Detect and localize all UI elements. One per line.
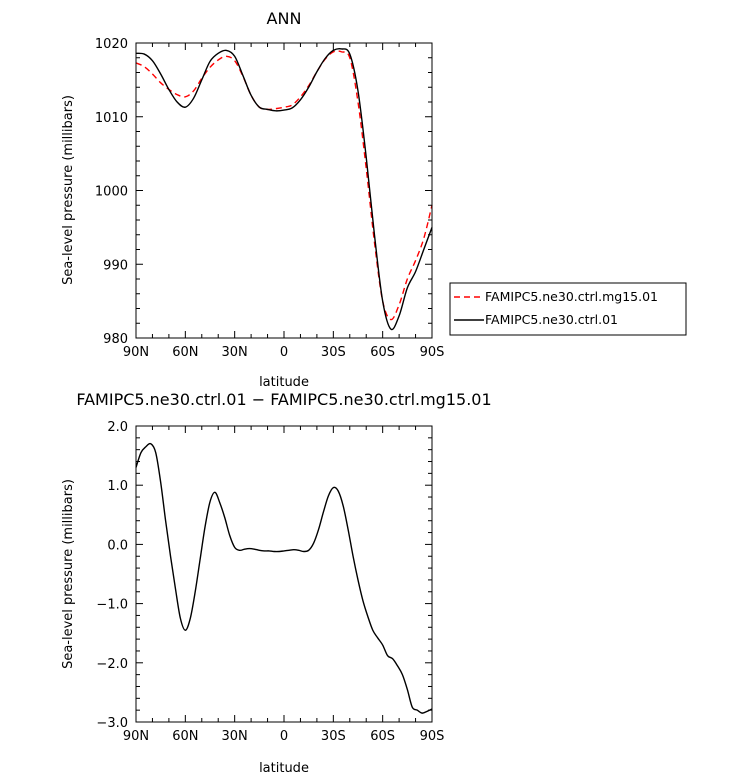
- top-panel-y-tick-label: 990: [103, 258, 128, 273]
- bottom-panel-y-tick-label: 0.0: [107, 538, 128, 553]
- top-panel-y-tick-label: 1020: [95, 37, 128, 52]
- top-panel-series-line-2: [135, 47, 433, 331]
- top-panel-x-tick-label: 90N: [123, 345, 149, 360]
- bottom-panel-y-tick-label: −1.0: [96, 598, 128, 613]
- top-panel-series-group: [135, 47, 433, 331]
- top-panel-x-tick-label: 60S: [370, 345, 395, 360]
- top-panel-series-line-1: [135, 50, 433, 321]
- legend-box: [449, 282, 687, 336]
- legend-label-series-2: FAMIPC5.ne30.ctrl.01: [485, 312, 618, 327]
- bottom-panel-y-tick-label: 1.0: [107, 479, 128, 494]
- top-panel-x-tick-label: 30S: [321, 345, 346, 360]
- bottom-panel-x-tick-label: 30N: [222, 729, 248, 744]
- top-panel-y-tick-label: 1000: [95, 185, 128, 200]
- top-panel-y-axis-label: Sea-level pressure (millibars): [61, 95, 76, 285]
- bottom-panel-frame: [135, 425, 433, 723]
- top-panel-title: ANN: [267, 9, 302, 28]
- top-panel-x-tick-label: 90S: [420, 345, 445, 360]
- bottom-panel-y-axis-label: Sea-level pressure (millibars): [61, 479, 76, 669]
- legend-label-series-1: FAMIPC5.ne30.ctrl.mg15.01: [485, 289, 658, 304]
- top-panel-x-tick-label: 30N: [222, 345, 248, 360]
- top-panel-y-tick-label: 1010: [95, 111, 128, 126]
- top-panel-x-tick-label: 0: [280, 345, 288, 360]
- bottom-panel-y-tick-label: −2.0: [96, 657, 128, 672]
- bottom-panel-series-line-1: [135, 442, 433, 714]
- bottom-panel-y-tick-label: −3.0: [96, 716, 128, 731]
- top-panel-y-tick-label: 980: [103, 332, 128, 347]
- legend: FAMIPC5.ne30.ctrl.mg15.01 FAMIPC5.ne30.c…: [449, 282, 687, 336]
- bottom-panel-title: FAMIPC5.ne30.ctrl.01 − FAMIPC5.ne30.ctrl…: [76, 390, 491, 409]
- bottom-panel-x-tick-label: 90N: [123, 729, 149, 744]
- top-panel: ANN Sea-level pressure (millibars) latit…: [61, 9, 687, 390]
- bottom-panel-x-tick-label: 0: [280, 729, 288, 744]
- top-panel-ticks-group: 90N 60N 30N 0 30S 60S 90S 980 990 1000 1010 1020: [95, 37, 444, 360]
- top-panel-x-tick-label: 60N: [172, 345, 198, 360]
- bottom-panel-x-tick-label: 30S: [321, 729, 346, 744]
- bottom-panel-x-tick-label: 60N: [172, 729, 198, 744]
- bottom-panel-ticks-group: 90N 60N 30N 0 30S 60S 90S −3.0 −2.0 −1.0 0.0 1.0 2.0: [96, 420, 444, 744]
- bottom-panel-y-tick-label: 2.0: [107, 420, 128, 435]
- bottom-panel-x-tick-label: 90S: [420, 729, 445, 744]
- top-panel-x-axis-label: latitude: [259, 375, 309, 390]
- bottom-panel-x-axis-label: latitude: [259, 761, 309, 776]
- bottom-panel-series-group: [135, 442, 433, 714]
- bottom-panel: FAMIPC5.ne30.ctrl.01 − FAMIPC5.ne30.ctrl…: [61, 390, 492, 776]
- bottom-panel-x-tick-label: 60S: [370, 729, 395, 744]
- top-panel-frame: [135, 42, 433, 339]
